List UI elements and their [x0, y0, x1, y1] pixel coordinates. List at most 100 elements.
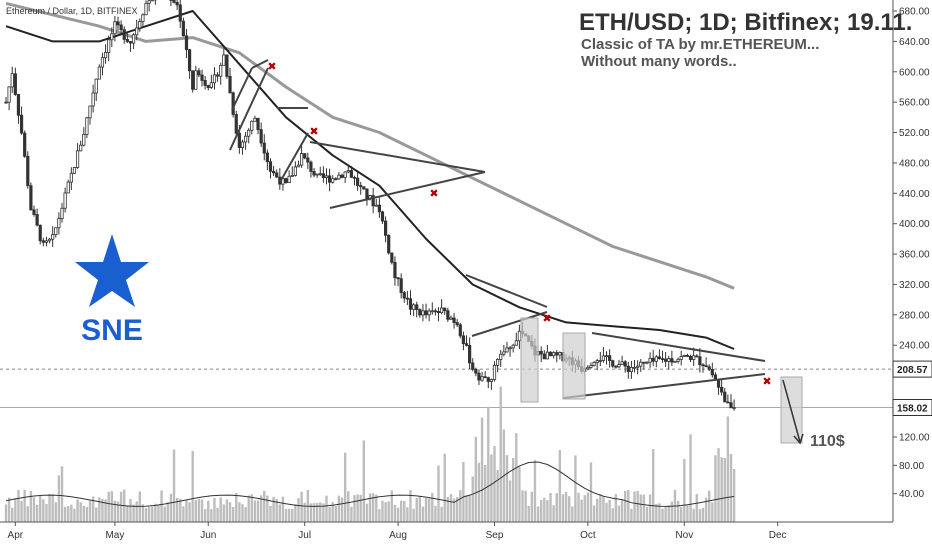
volume-bar [683, 459, 686, 522]
volume-bar [322, 503, 325, 522]
candle-body [10, 73, 14, 88]
chart-subtitle-2: Without many words.. [581, 53, 737, 70]
candle-body [415, 304, 419, 310]
candle-body [237, 132, 241, 148]
volume-bar [235, 493, 238, 522]
candle-body [125, 38, 129, 42]
candle-body [85, 117, 89, 135]
candle-body [514, 340, 518, 346]
candle-body [664, 358, 668, 362]
volume-bar [508, 480, 512, 522]
candle-body [402, 292, 406, 299]
pattern-line [229, 67, 269, 151]
triangle-upper-line [591, 332, 766, 362]
sell-marker-icon: ✖ [762, 375, 771, 388]
volume-bar [126, 505, 129, 522]
volume-bar [378, 509, 381, 522]
volume-bar [586, 492, 590, 522]
volume-bar [116, 501, 120, 522]
target-arrow-line [782, 379, 801, 443]
candle-body [352, 176, 357, 179]
candle-body [405, 297, 409, 300]
candle-body [243, 135, 248, 143]
candle-body [412, 304, 416, 310]
candle-body [91, 92, 95, 107]
volume-bar [213, 497, 216, 522]
candle-body [489, 379, 494, 382]
volume-bar [365, 503, 369, 522]
volume-bar [655, 504, 658, 522]
candle-body [303, 153, 307, 159]
volume-bar [480, 417, 484, 522]
volume-bar [244, 507, 247, 522]
pattern-line [231, 67, 253, 111]
volume-bar [518, 466, 521, 522]
candle-body [685, 355, 690, 357]
volume-bar [642, 494, 646, 522]
volume-bar [695, 493, 698, 522]
candle-body [306, 157, 310, 163]
volume-bar [191, 450, 194, 522]
time-tick-label: May [105, 530, 124, 541]
chart-subtitle-1: Classic of TA by mr.ETHEREUM... [581, 36, 819, 53]
candle-body [492, 365, 497, 380]
volume-bar [14, 498, 17, 522]
symbol-line: Ethereum / Dollar, 1D, BITFINEX [6, 6, 138, 16]
candle-body [508, 347, 512, 350]
volume-bar [440, 506, 443, 522]
candle-body [116, 21, 120, 26]
volume-bar [163, 506, 166, 522]
volume-bar [521, 490, 524, 522]
target-label: 110$ [810, 433, 845, 450]
volume-bar [437, 465, 440, 522]
candle-body [449, 317, 453, 320]
volume-bar [676, 500, 680, 522]
volume-bar [536, 506, 540, 522]
volume-bar [723, 457, 726, 522]
volume-bar [477, 462, 481, 522]
pattern-line [251, 59, 269, 69]
candle-body [29, 185, 33, 211]
candle-body [729, 402, 733, 409]
volume-bar [23, 489, 26, 522]
volume-bar [474, 436, 478, 522]
target-arrow-head [793, 433, 804, 445]
volume-bar [91, 496, 95, 522]
volume-bar [20, 500, 23, 522]
candle-body [499, 353, 503, 360]
candle-body [384, 220, 388, 236]
price-tick-label: 360.00 [899, 250, 930, 261]
candle-body [293, 166, 297, 176]
candle-body [100, 57, 105, 68]
candle-body [32, 209, 36, 215]
logo-text: SNE [81, 314, 143, 347]
volume-bar [652, 449, 655, 522]
volume-bar [726, 416, 730, 522]
sell-marker-icon: ✖ [309, 125, 318, 138]
candle-body [483, 376, 487, 379]
volume-bar [729, 454, 733, 522]
candle-body [692, 355, 696, 360]
star-icon [75, 234, 149, 307]
volume-bar [179, 498, 182, 522]
candle-body [97, 66, 101, 80]
candle-body [660, 358, 665, 361]
volume-bar [73, 508, 76, 522]
volume-bar [499, 386, 502, 522]
candle-body [94, 78, 98, 94]
volume-bar [639, 494, 642, 522]
candle-body [698, 356, 702, 366]
candle-body [502, 351, 506, 355]
sne-logo: SNE [75, 234, 149, 347]
candle-body [477, 372, 481, 381]
volume-bar [577, 492, 580, 522]
volume-tick-label: 40.00 [899, 489, 924, 500]
candle-body [626, 365, 630, 373]
candle-body [601, 355, 606, 361]
volume-bar [670, 501, 674, 522]
candle-body [365, 188, 369, 199]
volume-bar [216, 508, 219, 522]
candle-body [79, 144, 83, 152]
volume-bar [427, 498, 431, 522]
candle-body [299, 153, 304, 166]
